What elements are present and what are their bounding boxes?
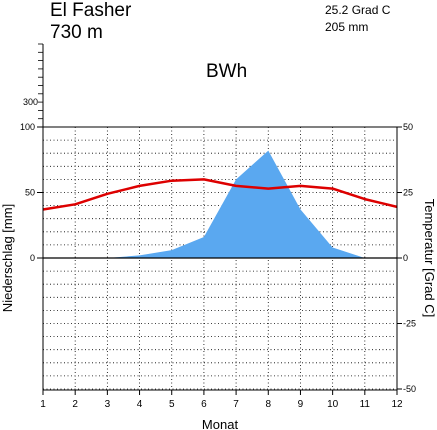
x-tick-label: 3 (105, 399, 111, 410)
x-tick-label: 4 (137, 399, 143, 410)
x-tick-label: 12 (391, 399, 403, 410)
station-name: El Fasher (50, 0, 132, 21)
climate-class: BWh (206, 61, 248, 82)
temperature-line (42, 178, 398, 211)
x-tick-label: 9 (298, 399, 304, 410)
x-tick-label: 6 (201, 399, 207, 410)
chart-marks (42, 150, 398, 258)
x-tick-label: 7 (233, 399, 239, 410)
x-axis-label: Monat (202, 417, 239, 430)
left-axis-label: Niederschlag [mm] (0, 204, 15, 312)
y-right-tick-label: 25 (403, 188, 413, 198)
grid-lines (43, 127, 397, 390)
right-axis-label: Temperatur [Grad C] (422, 199, 437, 318)
station-elevation: 730 m (50, 22, 103, 43)
annual-precipitation: 205 mm (325, 20, 369, 34)
x-tick-label: 8 (265, 399, 271, 410)
y-left-upper-tick-label: 300 (23, 97, 38, 107)
y-right-tick-label: 50 (403, 122, 413, 132)
y-left-tick-label: 100 (20, 122, 35, 132)
y-left-tick-label: 0 (30, 253, 35, 263)
x-tick-label: 1 (40, 399, 46, 410)
x-tick-label: 11 (360, 399, 371, 410)
precipitation-area (43, 150, 397, 258)
y-left-tick-label: 50 (25, 188, 35, 198)
y-right-tick-label: -25 (403, 319, 416, 329)
y-right-tick-label: -50 (403, 384, 416, 394)
chart-axes (37, 43, 402, 395)
x-tick-label: 5 (169, 399, 175, 410)
x-tick-label: 10 (327, 399, 339, 410)
x-tick-label: 2 (72, 399, 78, 410)
y-right-tick-label: 0 (403, 253, 408, 263)
mean-temperature: 25.2 Grad C (325, 3, 391, 17)
